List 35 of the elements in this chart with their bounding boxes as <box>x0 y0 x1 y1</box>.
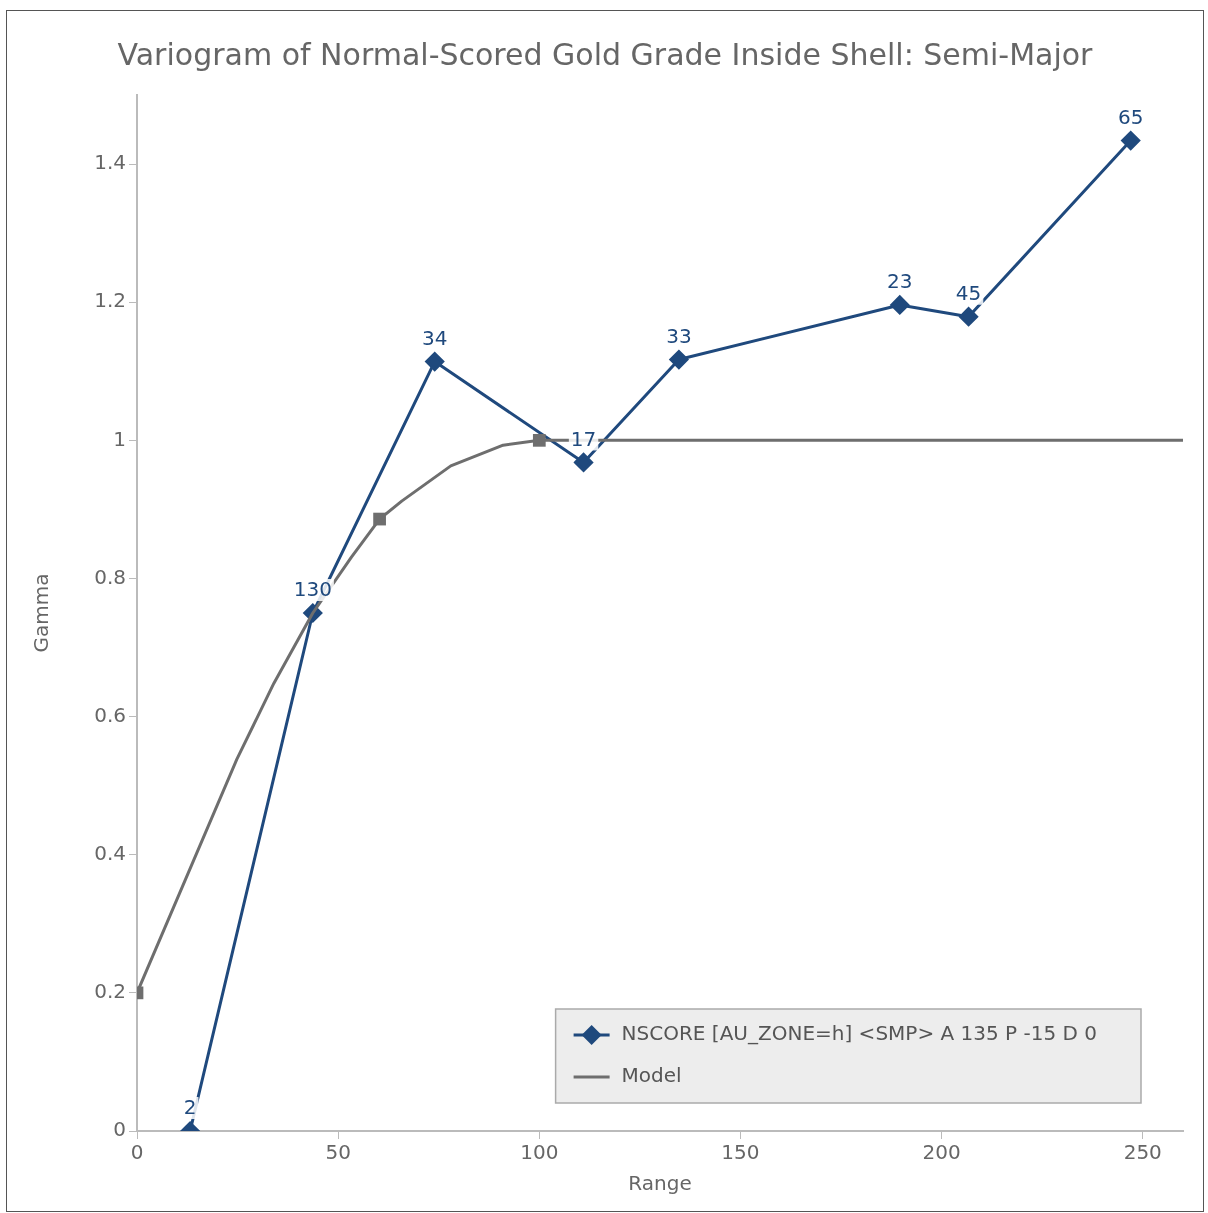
chart-title: Variogram of Normal-Scored Gold Grade Inside Shell: Semi-Major <box>117 36 1094 72</box>
x-tick-label: 200 <box>922 1140 961 1165</box>
x-tick-label: 100 <box>520 1140 559 1165</box>
annotation: 17 <box>570 426 597 451</box>
legend-label: Model <box>621 1063 682 1088</box>
point <box>890 295 910 315</box>
point <box>532 433 546 447</box>
x-tick-label: 0 <box>130 1140 144 1165</box>
annotation: 130 <box>293 577 332 602</box>
y-tick-label: 0.2 <box>94 979 126 1004</box>
y-tick-label: 0.6 <box>94 702 126 727</box>
point <box>373 512 386 526</box>
x-axis-title: Range <box>628 1171 692 1196</box>
point <box>1121 131 1141 151</box>
annotation: 65 <box>1117 104 1144 129</box>
point <box>959 307 979 327</box>
y-axis-title: Gamma <box>29 573 54 653</box>
x-tick-label: 250 <box>1123 1140 1162 1165</box>
annotation: 34 <box>421 325 448 350</box>
annotation: 2 <box>183 1095 197 1120</box>
point <box>669 350 689 370</box>
y-tick-label: 0 <box>113 1117 126 1142</box>
x-tick-label: 150 <box>721 1140 760 1165</box>
y-tick-label: 1 <box>113 426 126 451</box>
point <box>425 352 445 372</box>
legend-label: NSCORE [AU_ZONE=h] <SMP> A 135 P -15 D 0 <box>621 1021 1097 1046</box>
annotation: 33 <box>666 323 692 348</box>
x-tick-label: 50 <box>325 1140 351 1165</box>
y-tick-label: 0.4 <box>94 840 126 865</box>
y-tick-label: 1.4 <box>94 150 126 175</box>
y-tick-label: 1.2 <box>94 288 126 313</box>
y-tick-label: 0.8 <box>94 564 126 589</box>
annotation: 45 <box>955 280 982 305</box>
point <box>574 452 594 472</box>
annotation: 23 <box>887 269 913 294</box>
